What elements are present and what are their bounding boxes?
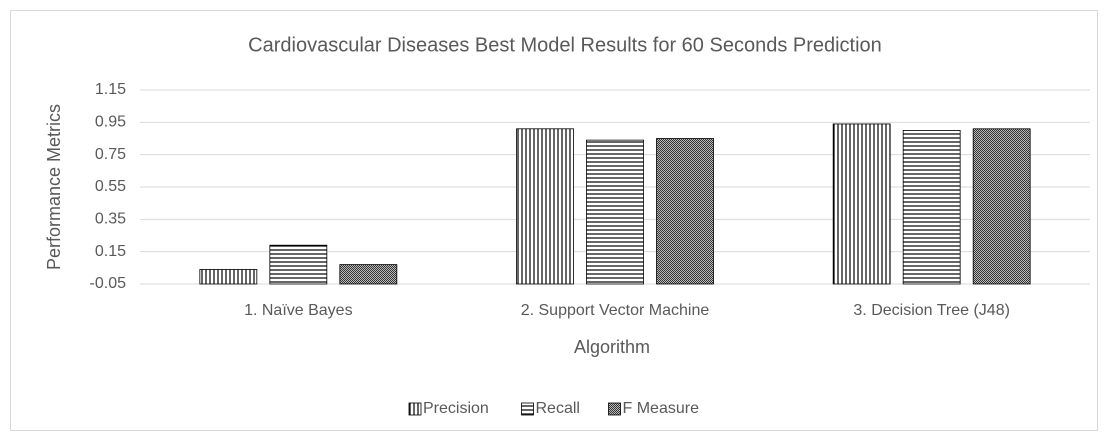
bar	[586, 139, 644, 285]
x-tick-label: 3. Decision Tree (J48)	[853, 302, 1010, 319]
bar	[972, 128, 1031, 285]
legend-label: Recall	[536, 400, 580, 417]
y-tick-label: 1.15	[95, 81, 126, 98]
y-axis-title: Performance Metrics	[44, 104, 64, 270]
y-tick-label: 0.35	[95, 211, 126, 228]
legend-label: Precision	[423, 400, 489, 417]
bar	[516, 128, 574, 285]
y-tick-label: 0.55	[95, 178, 126, 195]
y-tick-label: 0.75	[95, 146, 126, 163]
legend-swatch	[521, 402, 534, 416]
bar	[199, 269, 258, 285]
bar	[656, 138, 714, 285]
legend-label: F Measure	[623, 400, 700, 417]
y-tick-label: -0.05	[90, 275, 127, 292]
legend-swatch	[608, 402, 621, 416]
bar	[269, 244, 328, 285]
legend-swatch	[408, 402, 422, 416]
x-axis-title: Algorithm	[574, 337, 650, 357]
x-tick-label: 1. Naïve Bayes	[244, 302, 353, 319]
bar	[832, 123, 891, 285]
chart-title: Cardiovascular Diseases Best Model Resul…	[248, 34, 882, 56]
x-tick-label: 2. Support Vector Machine	[521, 302, 710, 319]
y-tick-label: 0.95	[95, 114, 126, 131]
bar	[339, 264, 398, 285]
y-tick-label: 0.15	[95, 243, 126, 260]
bar	[902, 130, 961, 285]
